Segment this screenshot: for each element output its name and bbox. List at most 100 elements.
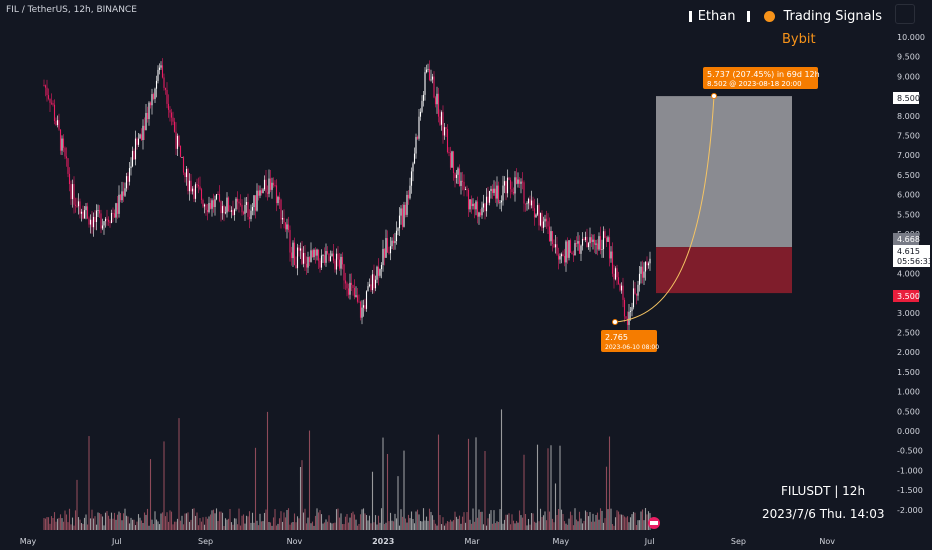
symbol-info[interactable]: FIL / TetherUS, 12h, BINANCE	[6, 5, 137, 15]
candle-body	[544, 218, 546, 222]
candle-body	[482, 203, 485, 208]
candle-body	[266, 192, 269, 194]
candle-body	[232, 210, 234, 216]
volume-bar	[346, 514, 348, 530]
volume-bar	[631, 514, 633, 530]
candle-body	[476, 201, 479, 217]
candle-body	[505, 181, 507, 194]
candle-body	[284, 222, 287, 230]
volume-bar	[145, 514, 147, 530]
volume-bar	[101, 516, 104, 530]
candle-body	[583, 238, 585, 241]
curve-start-point[interactable]	[612, 319, 618, 326]
candle-body	[55, 120, 57, 126]
volume-bar	[328, 515, 330, 530]
curve-end-point[interactable]	[711, 93, 717, 100]
candle-body	[341, 256, 344, 265]
volume-bar	[284, 517, 287, 530]
volume-bar	[329, 522, 332, 530]
volume-bar	[314, 515, 317, 530]
volume-bar	[190, 519, 192, 530]
volume-bar	[584, 510, 587, 530]
candle-body	[559, 256, 561, 260]
price-tag-current-text: 4.615	[897, 247, 920, 256]
footer-pair: FILUSDT | 12h	[781, 484, 866, 498]
price-tick-label: 8.000	[897, 112, 920, 121]
candle-body	[470, 199, 473, 207]
volume-bar	[646, 514, 648, 530]
candle-body	[484, 203, 486, 212]
volume-bar	[500, 409, 503, 530]
volume-bar	[524, 514, 527, 530]
stop-zone[interactable]	[656, 247, 792, 294]
volume-bar	[205, 516, 207, 530]
volume-bar	[535, 522, 537, 530]
price-axis[interactable]: 10.000 9.500 9.000 8.500 8.000 7.500 7.000 6.50…	[897, 33, 925, 515]
volume-bar	[470, 523, 473, 530]
volume-bar	[451, 521, 453, 530]
chart-settings-box[interactable]	[895, 4, 915, 24]
volume-bar	[232, 524, 234, 530]
candle-body	[320, 255, 323, 268]
candle-body	[265, 179, 267, 193]
volume-bar	[287, 508, 290, 530]
volume-bar	[235, 518, 237, 530]
candle-body	[386, 238, 389, 253]
volume-bar	[53, 512, 56, 530]
volume-bar	[110, 512, 113, 530]
volume-bar	[511, 514, 513, 530]
volume-bar	[64, 510, 66, 530]
volume-bar	[238, 508, 240, 530]
candle-body	[65, 156, 68, 159]
volume-bar	[71, 517, 74, 530]
candle-body	[637, 284, 639, 296]
low-label[interactable]: 2.765 2023-06-10 08:00	[601, 330, 659, 352]
candle-body	[304, 252, 306, 264]
candle-body	[313, 249, 315, 258]
price-tick-label: 3.000	[897, 309, 920, 318]
candle-body	[349, 282, 351, 295]
volume-bar	[244, 523, 246, 530]
volume-bar	[592, 513, 594, 530]
candle-body	[293, 242, 296, 266]
candle-body	[350, 282, 353, 285]
volume-bar	[397, 476, 399, 530]
candle-body	[385, 238, 387, 258]
candle-body	[643, 271, 645, 278]
candle-body	[614, 268, 617, 280]
time-tick-label: Jul	[644, 537, 655, 546]
candle-body	[443, 127, 446, 136]
target-zone[interactable]	[656, 96, 792, 248]
candle-body	[377, 266, 380, 276]
candle-body	[401, 208, 404, 227]
candle-body	[587, 243, 590, 248]
volume-bar	[158, 524, 161, 530]
candle-body	[319, 260, 321, 268]
volume-bar	[137, 514, 140, 530]
volume-bar	[199, 518, 201, 530]
candle-body	[283, 217, 285, 223]
candle-body	[328, 253, 330, 262]
volume-bar	[509, 524, 512, 530]
time-tick-label: May	[553, 537, 570, 546]
volume-bar	[247, 516, 249, 530]
volume-bar	[182, 524, 185, 530]
candle-body	[250, 210, 252, 219]
candle-body	[365, 291, 368, 309]
candle-body	[221, 206, 224, 214]
candle-body	[389, 246, 392, 254]
measure-label[interactable]: 5.737 (207.45%) in 69d 12h 8.502 @ 2023-…	[703, 67, 820, 89]
volume-bar	[320, 514, 323, 530]
volume-bar	[508, 513, 510, 530]
volume-bar	[281, 521, 284, 530]
candle-body	[74, 204, 77, 206]
time-axis[interactable]: May Jul Sep Nov 2023 Mar May Jul Sep Nov	[20, 537, 836, 546]
alert-icon[interactable]	[648, 517, 660, 529]
volume-bar	[527, 518, 530, 530]
candle-body	[181, 157, 183, 158]
candle-body	[418, 116, 420, 139]
candle-body	[644, 261, 647, 272]
candle-body	[343, 264, 345, 281]
volume-bar	[86, 524, 89, 530]
